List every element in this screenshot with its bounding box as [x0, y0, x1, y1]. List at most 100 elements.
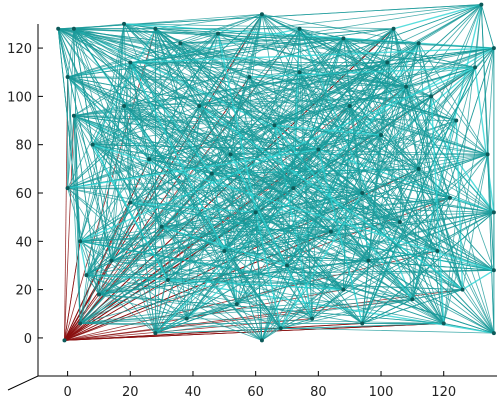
network-edge — [73, 115, 212, 175]
network-edge — [79, 105, 125, 242]
network-edge — [343, 38, 463, 290]
network-node — [253, 210, 258, 215]
network-edge — [154, 105, 200, 334]
network-edge — [368, 43, 420, 261]
network-edge — [462, 154, 488, 290]
network-edge — [343, 38, 488, 155]
network-node — [485, 152, 490, 157]
network-edge — [211, 173, 282, 329]
network-edge — [67, 76, 150, 160]
x-axis-line — [7, 375, 497, 391]
network-node — [128, 200, 133, 205]
network-node — [228, 152, 233, 157]
network-edge — [155, 28, 181, 44]
y-tick-label: 20 — [15, 284, 32, 299]
network-edge — [111, 153, 488, 262]
network-node — [460, 287, 465, 292]
network-node — [259, 12, 264, 17]
network-edge — [67, 187, 263, 341]
network-edge — [130, 202, 225, 252]
network-edge — [129, 62, 225, 252]
network-node — [259, 338, 264, 343]
network-edge — [418, 96, 432, 169]
network-edge — [67, 33, 219, 78]
network-edge — [148, 105, 200, 160]
network-node — [297, 70, 302, 75]
network-edge — [79, 23, 125, 242]
network-node — [479, 2, 484, 7]
network-edge — [236, 168, 419, 305]
network-edge — [236, 120, 457, 305]
y-tick-label: 40 — [15, 235, 32, 250]
network-edge — [261, 13, 432, 97]
network-edge — [261, 327, 281, 341]
network-edge — [211, 153, 488, 175]
origin-edge — [64, 28, 394, 341]
network-edge — [487, 154, 495, 334]
network-edge — [129, 62, 313, 319]
network-edge — [474, 4, 482, 68]
network-edge — [343, 106, 351, 290]
network-edge — [443, 4, 482, 324]
network-edge — [311, 211, 495, 319]
network-edge — [86, 202, 131, 276]
network-edge — [98, 250, 225, 295]
y-tick-label: 60 — [15, 187, 32, 202]
network-edge — [361, 192, 495, 334]
network-node — [62, 338, 67, 343]
network-edge — [249, 14, 263, 78]
network-edge — [80, 289, 344, 324]
network-edge — [418, 43, 495, 334]
network-edge — [57, 28, 213, 174]
network-edge — [92, 4, 482, 146]
network-edge — [130, 4, 482, 63]
network-edge — [418, 43, 488, 155]
network-edge — [67, 76, 400, 223]
network-edge — [380, 134, 495, 213]
network-edge — [249, 66, 476, 78]
network-edge — [167, 279, 494, 334]
network-nodes-layer — [56, 2, 496, 343]
network-node — [184, 316, 189, 321]
network-edge — [79, 62, 388, 242]
network-edge — [73, 33, 219, 117]
network-node — [147, 157, 152, 162]
network-edge — [217, 33, 313, 319]
y-axis-ticks: 0 20 40 60 80 100 120 — [7, 42, 43, 347]
network-edge — [393, 3, 482, 30]
network-edge — [67, 77, 81, 242]
network-node — [90, 142, 95, 147]
network-edge — [148, 67, 476, 160]
network-edge — [361, 4, 482, 324]
network-edge — [67, 38, 344, 78]
network-edge — [123, 23, 419, 44]
network-edge — [343, 38, 407, 88]
network-edge — [261, 62, 388, 341]
network-edge — [293, 187, 444, 324]
network-edge — [98, 23, 125, 295]
network-node — [71, 26, 76, 31]
network-edge — [368, 250, 438, 262]
network-edge — [67, 28, 75, 189]
network-edge — [443, 47, 495, 324]
network-node — [84, 273, 89, 278]
network-edge — [198, 105, 463, 291]
network-edge — [261, 120, 457, 341]
network-edge — [180, 28, 394, 44]
network-node — [416, 166, 421, 171]
network-edge — [92, 105, 125, 145]
network-node — [491, 268, 496, 273]
y-tick-label: 120 — [7, 42, 32, 57]
network-edge — [399, 168, 420, 223]
network-edge — [299, 28, 419, 170]
network-edge — [198, 105, 363, 324]
network-edge — [274, 124, 382, 136]
network-node — [122, 21, 127, 26]
network-edge — [130, 38, 344, 203]
network-edge — [98, 294, 444, 324]
network-edge — [58, 28, 488, 155]
network-edge — [387, 42, 419, 63]
network-edge — [148, 159, 163, 227]
network-edge — [199, 28, 394, 107]
network-edge — [292, 28, 394, 189]
